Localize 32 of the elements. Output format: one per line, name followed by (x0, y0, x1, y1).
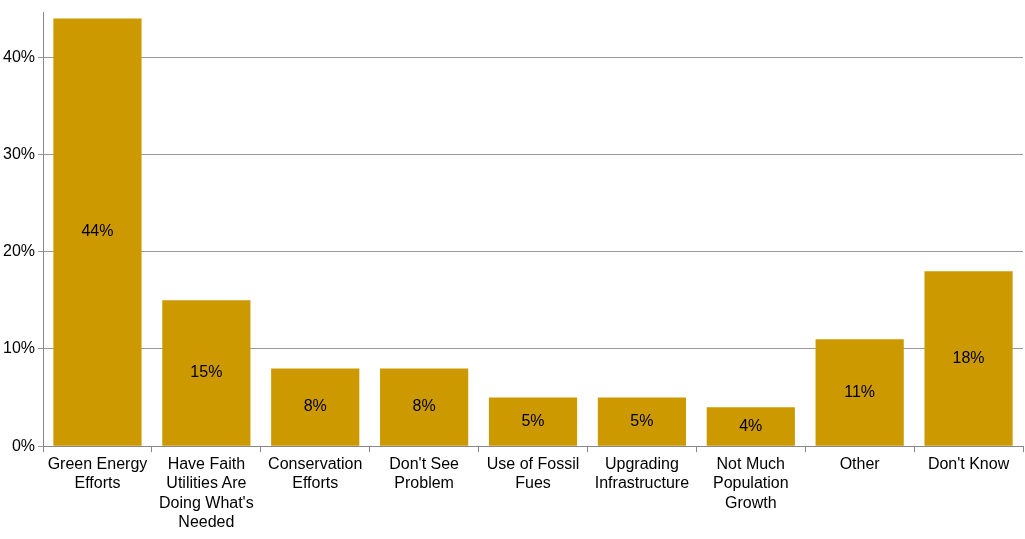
x-tick-label: Green Energy Efforts (47, 455, 148, 492)
x-tick-label: Upgrading Infrastructure (594, 455, 690, 492)
data-label: 15% (190, 363, 223, 381)
y-tick-label: 40% (2, 47, 36, 65)
y-tick-label: 0% (11, 436, 36, 454)
y-tick-label: 30% (2, 144, 36, 162)
x-tick-label: Not Much Population Growth (712, 455, 789, 511)
bar (271, 368, 360, 446)
x-tick-label: Have Faith Utilities Are Doing What's Needed (159, 455, 254, 530)
data-label: 44% (81, 222, 114, 240)
x-tick-label: Use of Fossil Fues (486, 455, 580, 492)
bar (380, 368, 469, 446)
x-tick-label: Don't Know (927, 455, 1010, 473)
data-label: 5% (521, 412, 545, 430)
data-label: 5% (630, 412, 654, 430)
bar (53, 18, 142, 446)
data-label: 4% (739, 416, 763, 434)
y-tick-label: 20% (2, 242, 36, 260)
bar (488, 397, 578, 446)
y-tick-label: 10% (2, 339, 36, 357)
x-tick-label: Don't See Problem (389, 455, 460, 492)
bar (597, 397, 686, 446)
data-label: 18% (952, 348, 985, 366)
data-label: 8% (412, 397, 436, 415)
bar (162, 300, 251, 446)
x-tick-label: Other (839, 455, 881, 473)
bar (815, 339, 904, 446)
bar (706, 407, 795, 446)
bar (924, 271, 1013, 446)
data-label: 8% (303, 397, 327, 415)
x-tick-label: Conservation Efforts (268, 455, 363, 492)
data-label: 11% (844, 382, 876, 400)
